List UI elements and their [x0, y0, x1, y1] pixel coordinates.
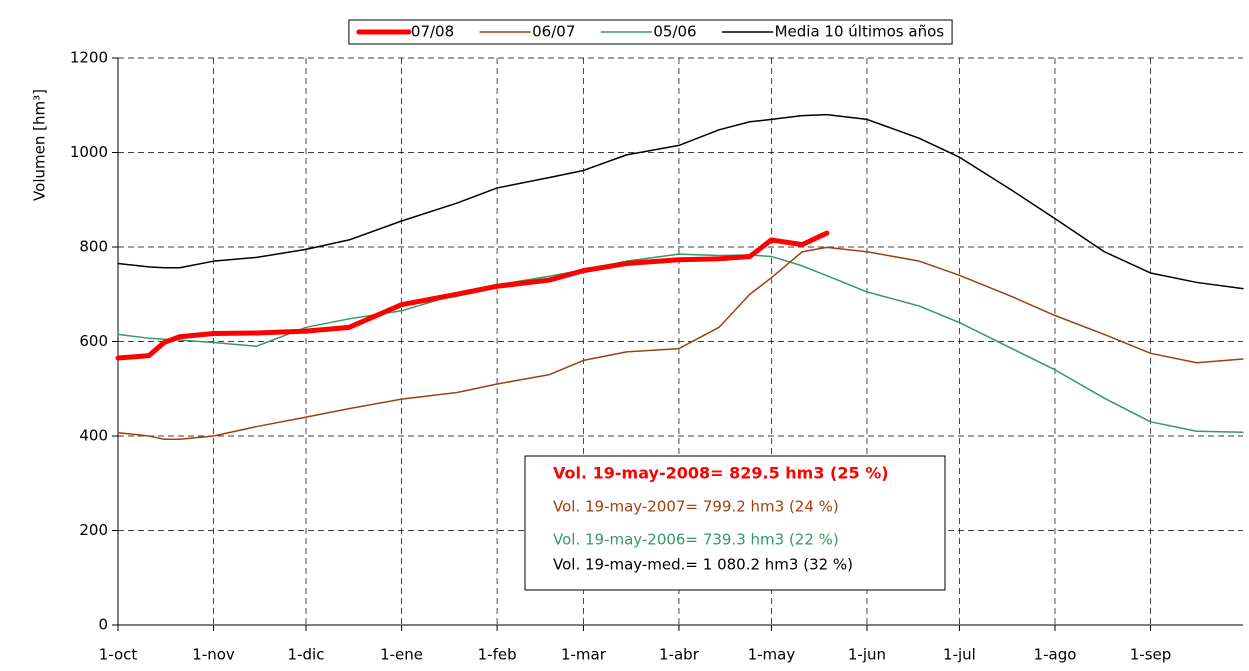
legend-label: 05/06 — [653, 23, 696, 41]
x-tick-label: 1-jul — [943, 646, 976, 664]
series-line — [115, 230, 830, 361]
x-tick-label: 1-sep — [1130, 646, 1172, 664]
series-line — [117, 253, 1244, 433]
annotation: Vol. 19-may-2006= 739.3 hm3 (22 %) — [553, 531, 839, 549]
x-tick-label: 1-abr — [659, 646, 700, 664]
legend-label: Media 10 últimos años — [775, 23, 945, 41]
y-tick-label: 400 — [79, 427, 108, 445]
legend-label: 06/07 — [532, 23, 575, 41]
y-tick-label: 1200 — [70, 49, 108, 67]
x-tick-label: 1-mar — [561, 646, 607, 664]
y-tick-label: 600 — [79, 332, 108, 350]
y-tick-label: 1000 — [70, 143, 108, 161]
y-tick-label: 0 — [98, 616, 108, 634]
x-tick-label: 1-ene — [380, 646, 423, 664]
annotation: Vol. 19-may-2008= 829.5 hm3 (25 %) — [553, 464, 889, 483]
series-line — [117, 113, 1244, 290]
legend-label: 07/08 — [411, 23, 454, 41]
y-tick-label: 800 — [79, 238, 108, 256]
annotation: Vol. 19-may-2007= 799.2 hm3 (24 %) — [553, 498, 839, 516]
x-tick-label: 1-feb — [478, 646, 517, 664]
x-tick-label: 1-dic — [288, 646, 325, 664]
x-tick-label: 1-oct — [99, 646, 138, 664]
y-tick-label: 200 — [79, 521, 108, 539]
y-axis-label: Volumen [hm³] — [31, 89, 49, 201]
x-tick-label: 1-may — [748, 646, 796, 664]
x-tick-label: 1-ago — [1034, 646, 1077, 664]
annotation-box — [524, 455, 946, 591]
x-tick-label: 1-nov — [192, 646, 235, 664]
annotation: Vol. 19-may-med.= 1 080.2 hm3 (32 %) — [553, 556, 853, 574]
series-line — [117, 246, 1244, 441]
x-tick-label: 1-jun — [848, 646, 886, 664]
